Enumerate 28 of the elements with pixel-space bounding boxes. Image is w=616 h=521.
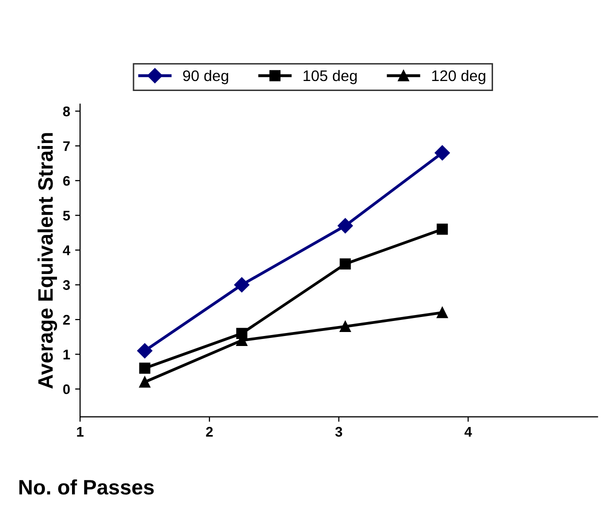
y-axis-title: Average Equivalent Strain bbox=[38, 133, 58, 389]
point bbox=[137, 343, 152, 358]
y-tick-label: 6 bbox=[63, 176, 70, 186]
point bbox=[340, 258, 351, 270]
point bbox=[234, 277, 250, 292]
point bbox=[139, 362, 150, 374]
x-tick-label: 2 bbox=[206, 426, 213, 437]
x-tick-label: 4 bbox=[464, 427, 472, 437]
point bbox=[436, 224, 448, 235]
x-tick-label: 3 bbox=[335, 426, 342, 437]
y-tick-label: 7 bbox=[63, 141, 70, 151]
x-tick-label: 1 bbox=[77, 427, 84, 437]
point bbox=[434, 145, 450, 160]
point bbox=[340, 320, 351, 332]
y-tick-label: 1 bbox=[64, 350, 70, 360]
point bbox=[338, 218, 353, 234]
y-tick-label: 5 bbox=[63, 210, 70, 221]
y-tick-label: 2 bbox=[63, 314, 70, 325]
point bbox=[436, 307, 448, 318]
y-tick-label: 8 bbox=[63, 106, 70, 116]
point bbox=[139, 376, 150, 388]
x-axis-title: No. of Passes bbox=[19, 479, 154, 495]
legend-label: 105 deg bbox=[304, 70, 357, 84]
y-tick-label: 3 bbox=[62, 280, 70, 290]
y-tick-label: 0 bbox=[63, 384, 70, 394]
legend-label: 120 deg bbox=[432, 70, 486, 84]
legend-label: 90 deg bbox=[183, 70, 228, 84]
y-tick-label: 4 bbox=[62, 246, 70, 256]
